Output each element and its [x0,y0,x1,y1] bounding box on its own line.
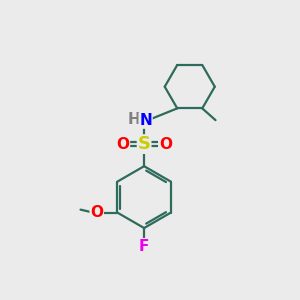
Text: N: N [139,113,152,128]
Text: F: F [139,239,149,254]
Text: S: S [138,135,151,153]
Text: O: O [159,136,172,152]
Text: O: O [90,205,103,220]
Text: H: H [128,112,140,127]
Text: O: O [116,136,129,152]
